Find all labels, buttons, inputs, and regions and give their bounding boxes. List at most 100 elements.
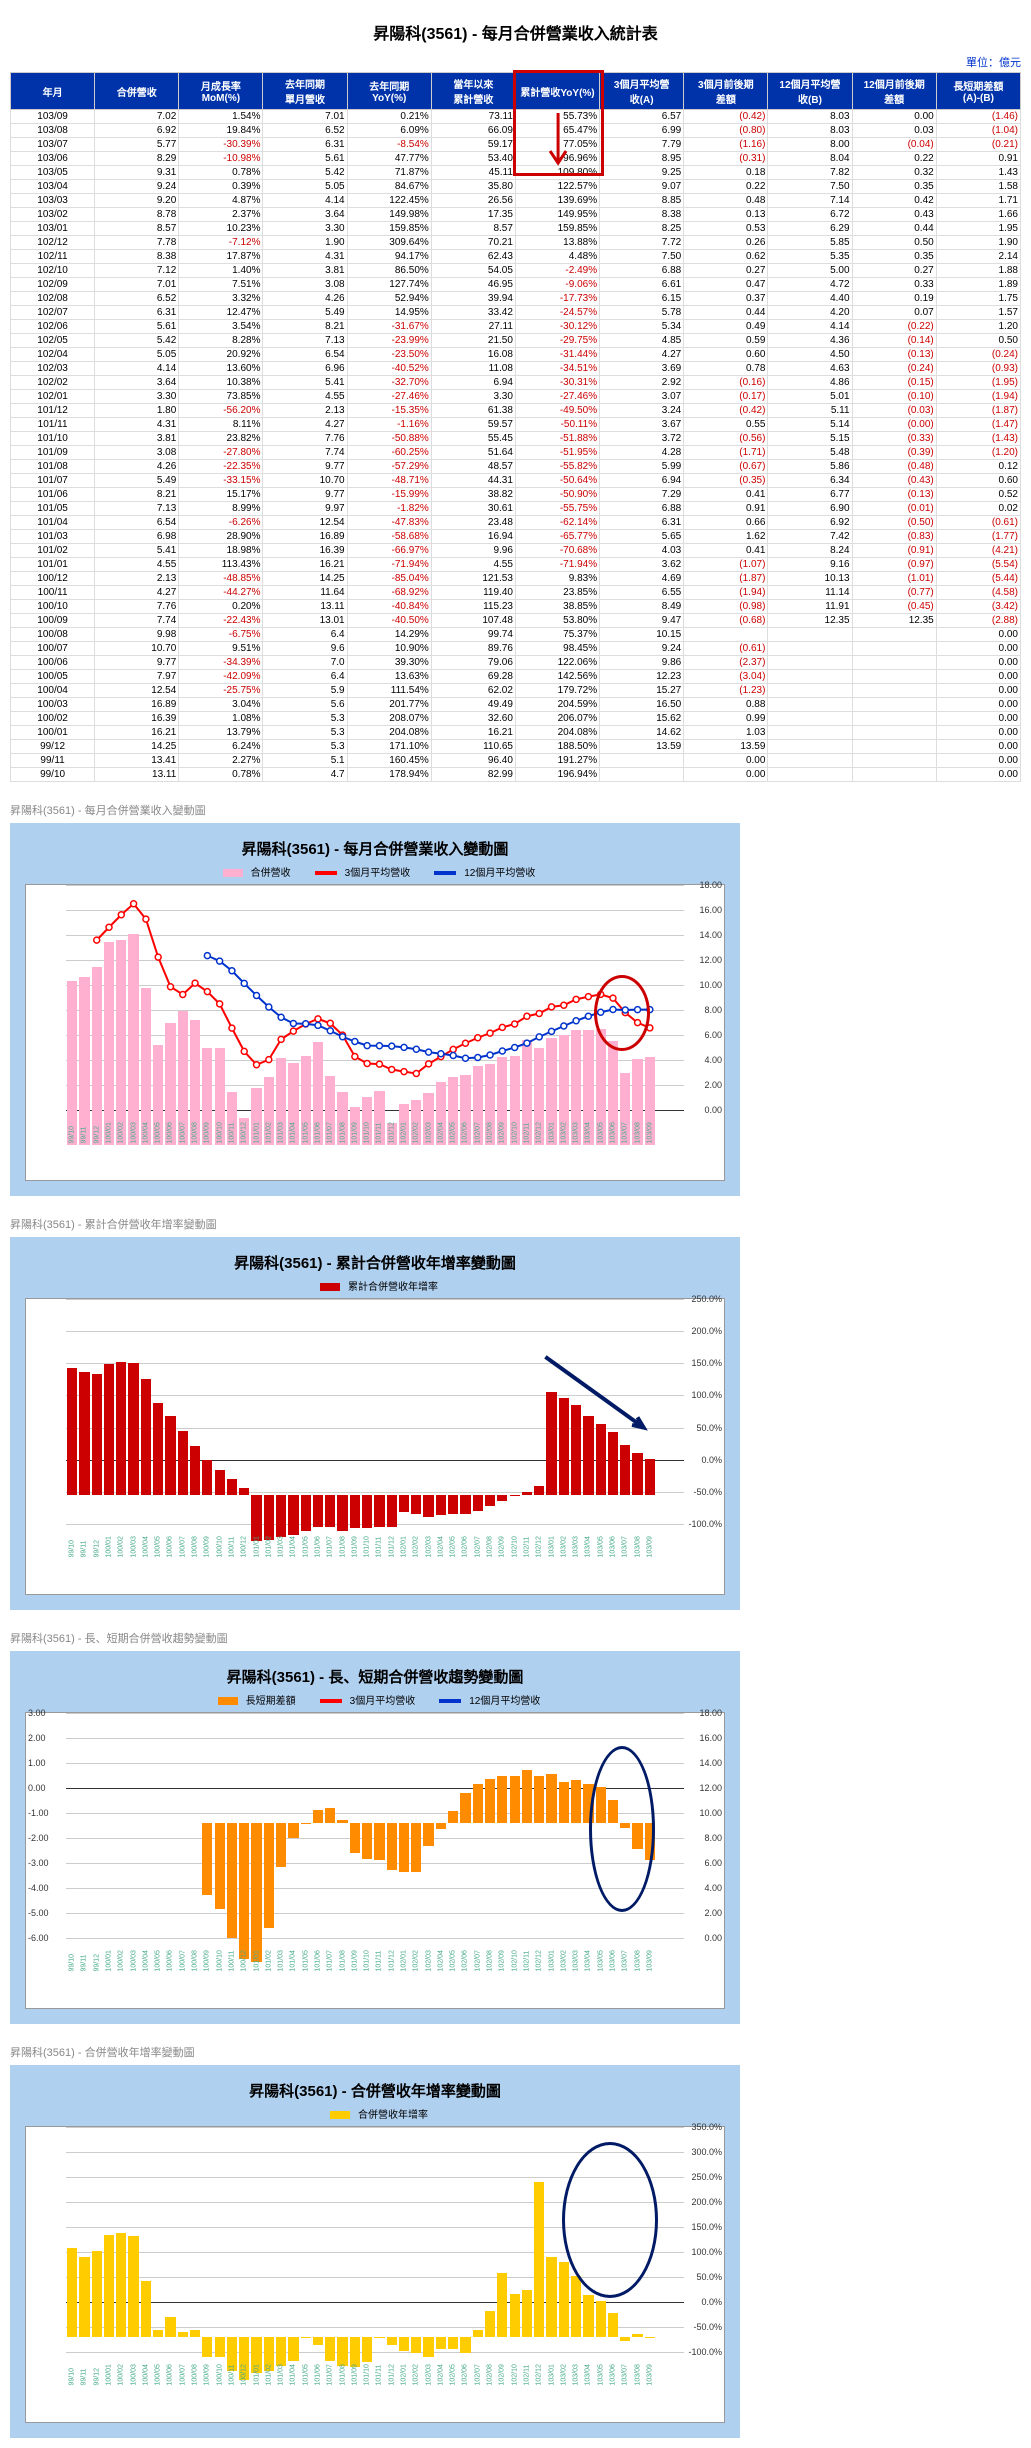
table-row: 100/0216.391.08%5.3208.07%32.60206.07%15… — [11, 712, 1021, 726]
table-cell: 10.15 — [600, 628, 684, 642]
x-axis-label: 101/01 — [253, 1122, 260, 1143]
table-row: 99/1013.110.78%4.7178.94%82.99196.94%0.0… — [11, 768, 1021, 782]
table-cell: 0.32 — [852, 166, 936, 180]
table-cell: -27.46% — [515, 390, 599, 404]
table-cell: 98.45% — [515, 642, 599, 656]
table-cell: 102/05 — [11, 334, 95, 348]
table-cell: 8.78 — [95, 208, 179, 222]
table-cell: 149.98% — [347, 208, 431, 222]
table-cell: 6.52 — [263, 124, 347, 138]
table-cell: 3.62 — [600, 558, 684, 572]
table-cell — [768, 698, 852, 712]
table-cell: 5.01 — [768, 390, 852, 404]
table-cell: 6.88 — [600, 502, 684, 516]
table-cell: 6.4 — [263, 628, 347, 642]
table-cell: 7.42 — [768, 530, 852, 544]
x-axis-label: 100/02 — [118, 1122, 125, 1143]
x-axis-label: 102/10 — [511, 1122, 518, 1143]
table-row: 102/107.121.40%3.8186.50%54.05-2.49%6.88… — [11, 264, 1021, 278]
table-cell: 122.45% — [347, 194, 431, 208]
x-axis-label: 102/05 — [450, 1950, 457, 1971]
x-axis-label: 103/03 — [573, 1950, 580, 1971]
x-axis-label: 100/04 — [142, 2364, 149, 2385]
table-cell: 101/12 — [11, 404, 95, 418]
table-cell: 4.31 — [95, 418, 179, 432]
table-cell — [852, 698, 936, 712]
table-cell: -71.94% — [515, 558, 599, 572]
table-cell: 6.31 — [600, 516, 684, 530]
table-cell: 1.40% — [179, 264, 263, 278]
table-cell: 100/02 — [11, 712, 95, 726]
table-cell: -31.44% — [515, 348, 599, 362]
table-cell: 5.65 — [600, 530, 684, 544]
table-cell: 7.50 — [768, 180, 852, 194]
x-axis-label: 103/05 — [597, 1950, 604, 1971]
y-axis-label: 200.0% — [691, 2197, 722, 2207]
chart-bar — [522, 1770, 532, 1824]
table-cell: 10.13 — [768, 572, 852, 586]
table-cell: 7.74 — [95, 614, 179, 628]
chart-bar — [239, 1823, 249, 1959]
table-cell: 15.17% — [179, 488, 263, 502]
chart-bar — [264, 1823, 274, 1928]
table-row: 101/103.8123.82%7.76-50.88%55.45-51.88%3… — [11, 432, 1021, 446]
table-cell: 0.00 — [936, 684, 1020, 698]
table-cell: 204.59% — [515, 698, 599, 712]
table-cell: 39.94 — [431, 292, 515, 306]
table-cell: 15.27 — [600, 684, 684, 698]
table-cell: 4.14 — [95, 362, 179, 376]
x-axis-label: 100/05 — [155, 2364, 162, 2385]
table-cell: 3.30 — [431, 390, 515, 404]
table-cell — [852, 740, 936, 754]
table-cell: (0.43) — [852, 474, 936, 488]
chart-container: 昇陽科(3561) - 累計合併營收年增率變動圖累計合併營收年增率-100.0%… — [10, 1237, 740, 1610]
table-cell: 82.99 — [431, 768, 515, 782]
table-cell: (0.98) — [684, 600, 768, 614]
table-cell: 13.63% — [347, 670, 431, 684]
x-axis-label: 101/10 — [364, 1536, 371, 1557]
table-cell: -70.68% — [515, 544, 599, 558]
table-cell: 6.4 — [263, 670, 347, 684]
table-row: 102/034.1413.60%6.96-40.52%11.08-34.51%3… — [11, 362, 1021, 376]
table-cell: 99.74 — [431, 628, 515, 642]
table-cell: (0.68) — [684, 614, 768, 628]
y-axis-label: 250.0% — [691, 2172, 722, 2182]
table-cell: 0.00 — [852, 110, 936, 124]
x-axis-label: 100/04 — [142, 1950, 149, 1971]
table-cell: 55.73% — [515, 110, 599, 124]
x-axis-label: 102/09 — [499, 1122, 506, 1143]
table-cell: -51.88% — [515, 432, 599, 446]
table-cell: 122.06% — [515, 656, 599, 670]
table-cell: 3.69 — [600, 362, 684, 376]
x-axis-label: 103/05 — [597, 1122, 604, 1143]
chart-bar — [473, 1784, 483, 1823]
table-cell: 12.54 — [95, 684, 179, 698]
x-axis-label: 103/04 — [585, 1536, 592, 1557]
table-cell: 204.08% — [515, 726, 599, 740]
y-axis-label: -6.00 — [28, 1933, 49, 1943]
table-cell: 8.24 — [768, 544, 852, 558]
table-cell: 111.54% — [347, 684, 431, 698]
x-axis-label: 102/11 — [523, 1123, 530, 1144]
table-cell: 13.59 — [600, 740, 684, 754]
table-row: 100/089.98-6.75%6.414.29%99.7475.37%10.1… — [11, 628, 1021, 642]
x-axis-label: 103/01 — [548, 1536, 555, 1557]
table-cell: 21.50 — [431, 334, 515, 348]
table-cell: -40.50% — [347, 614, 431, 628]
table-cell: -15.99% — [347, 488, 431, 502]
x-axis-label: 100/10 — [216, 1536, 223, 1557]
x-axis-label: 102/11 — [523, 1951, 530, 1972]
table-cell: 53.40 — [431, 152, 515, 166]
col-header: 去年同期單月營收 — [263, 73, 347, 110]
table-cell: -30.12% — [515, 320, 599, 334]
table-cell: 102/08 — [11, 292, 95, 306]
table-cell: 1.90 — [263, 236, 347, 250]
table-cell: 4.14 — [768, 320, 852, 334]
table-cell: 61.38 — [431, 404, 515, 418]
table-cell: 100/06 — [11, 656, 95, 670]
x-axis-label: 100/10 — [216, 1122, 223, 1143]
table-cell: 3.30 — [263, 222, 347, 236]
x-axis-label: 99/12 — [93, 1540, 100, 1558]
table-cell: 14.62 — [600, 726, 684, 740]
table-cell: -34.51% — [515, 362, 599, 376]
